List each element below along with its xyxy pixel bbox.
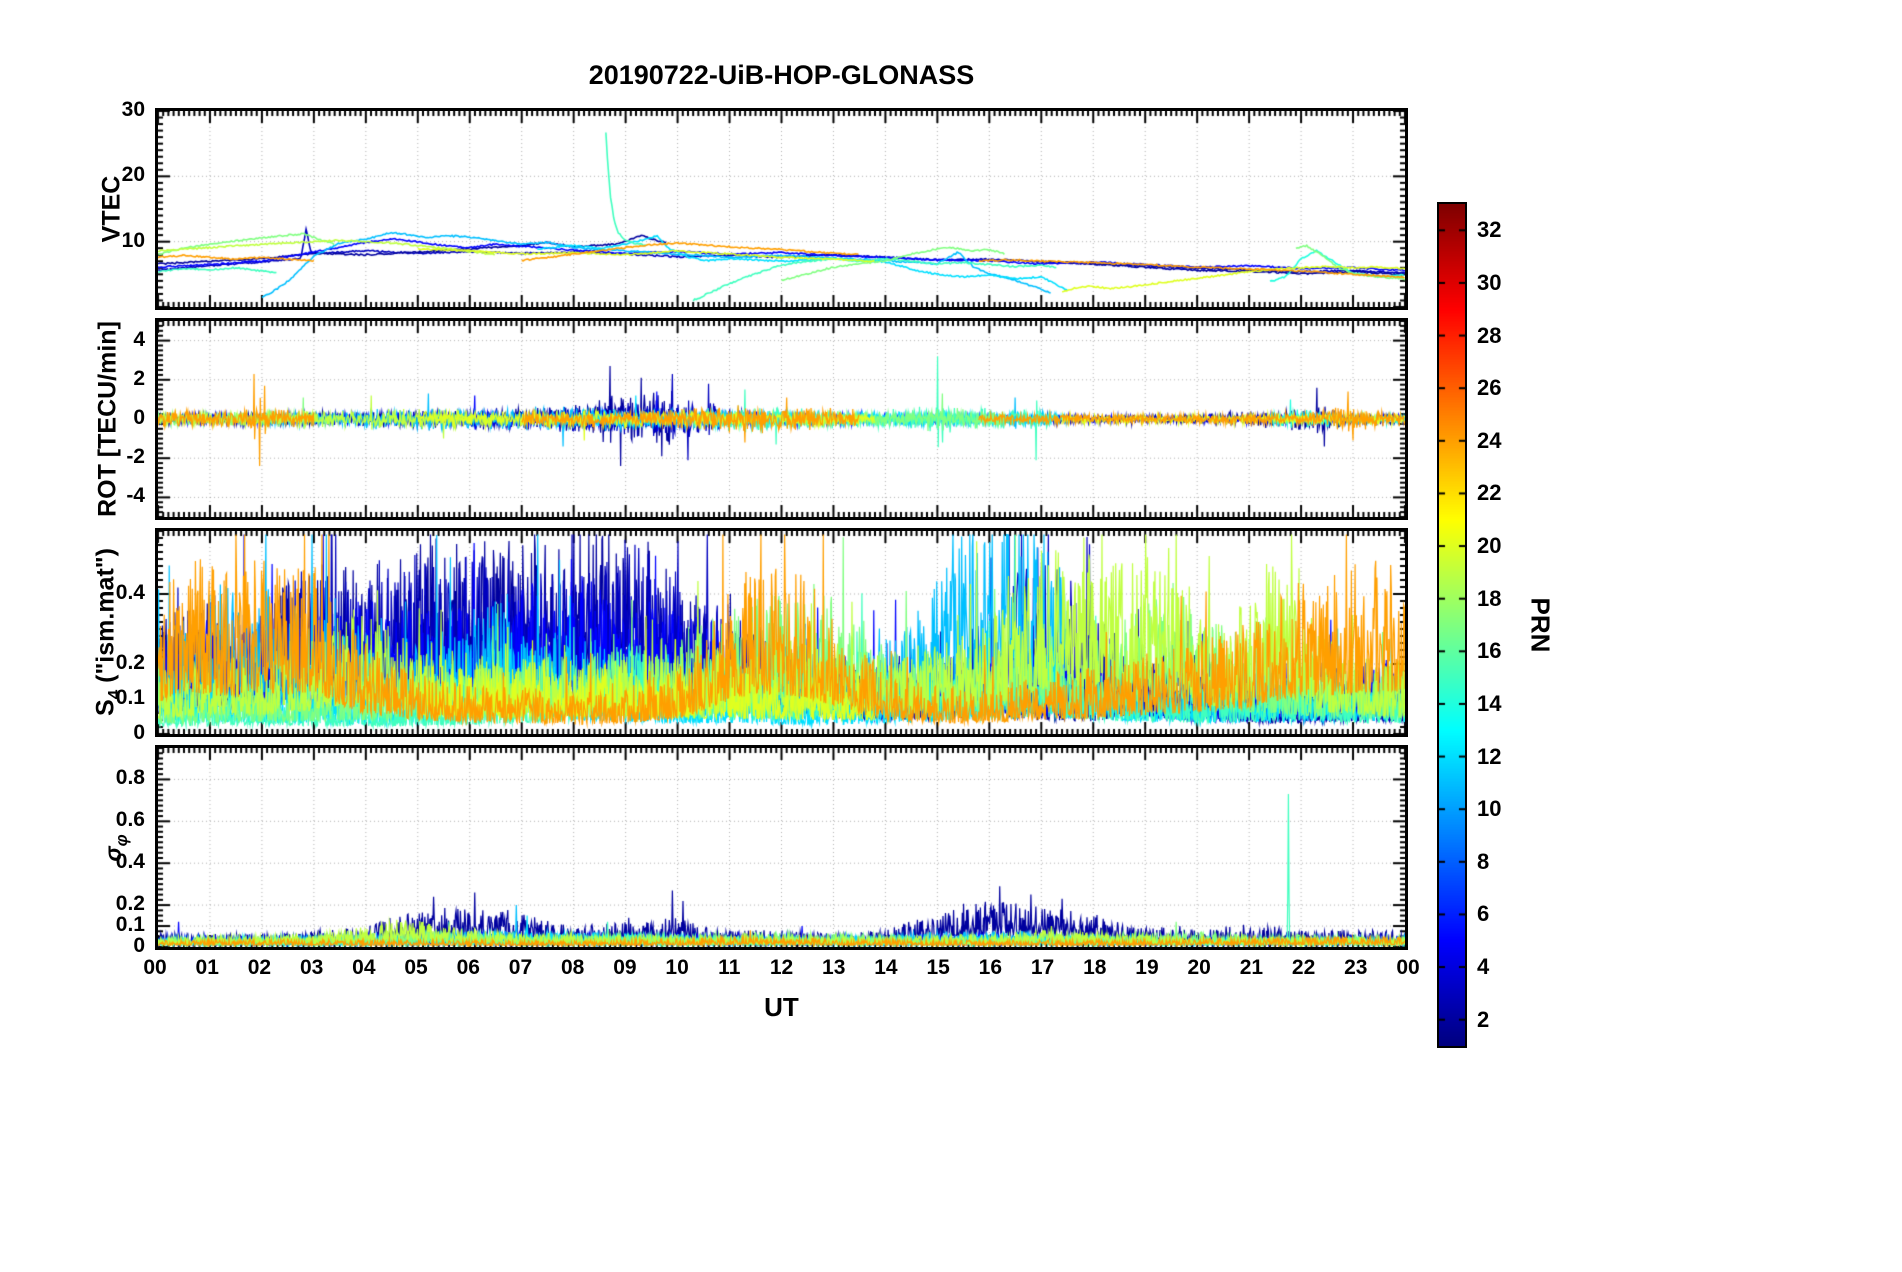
y-tick-label: 4 [133,327,145,351]
x-tick-label: 19 [1135,956,1159,979]
x-tick-label: 00 [143,956,167,979]
colorbar-tick-label: 26 [1477,375,1502,401]
phi-axis-label-sub: φ [111,834,131,847]
x-tick-label: 00 [1396,956,1420,979]
y-tick-label: 10 [121,228,145,252]
colorbar-tick-label: 2 [1477,1006,1490,1032]
x-tick-label: 11 [718,956,741,979]
y-tick-label: 0 [133,721,145,744]
vtec-panel [155,108,1408,310]
y-tick-label: 0.4 [115,850,145,874]
colorbar-tick-label: 8 [1477,848,1490,874]
y-tick-label: 0.2 [115,892,145,916]
colorbar-tick-label: 6 [1477,901,1490,927]
colorbar-tick-label: 14 [1477,690,1502,716]
y-tick-label: 0.1 [115,913,145,937]
y-tick-label: 30 [121,98,145,121]
y-tick-label: -4 [126,484,145,508]
y-tick-label: 0 [133,406,145,429]
x-tick-label: 20 [1187,956,1211,979]
x-tick-label: 03 [299,956,324,979]
vtec-plot-canvas [158,111,1405,307]
rot-panel [155,318,1408,520]
y-tick-label: 0.4 [115,581,145,604]
x-tick-label: 22 [1291,956,1316,979]
s4-plot-canvas [158,531,1405,734]
x-tick-label: 14 [874,956,898,979]
y-tick-label: 0.2 [115,651,145,674]
colorbar [1437,202,1467,1048]
y-tick-label: 20 [121,163,145,187]
x-tick-label: 23 [1344,956,1368,979]
colorbar-tick-label: 20 [1477,533,1502,559]
x-tick-label: 13 [822,956,846,979]
colorbar-tick-label: 32 [1477,217,1502,243]
y-tick-label: 0 [133,934,145,957]
colorbar-tick-label: 24 [1477,427,1502,453]
x-tick-label: 17 [1030,956,1055,979]
colorbar-tick-label: 16 [1477,638,1502,664]
s4-panel [155,528,1408,737]
x-axis-label: UT [764,992,799,1022]
x-tick-label: 15 [926,956,950,979]
y-tick-label: 0.8 [115,766,145,790]
x-tick-label: 02 [247,956,272,979]
chart-title: 20190722-UiB-HOP-GLONASS [588,60,975,90]
sigma-phi-plot-canvas [158,748,1405,947]
x-tick-label: 16 [978,956,1002,979]
x-tick-label: 12 [769,956,794,979]
x-tick-label: 21 [1239,956,1264,979]
colorbar-tick-label: 12 [1477,743,1502,769]
y-tick-label: 2 [133,366,145,390]
x-tick-label: 01 [195,956,219,979]
x-tick-label: 18 [1083,956,1107,979]
y-tick-label: 0.1 [115,686,145,709]
x-tick-label: 09 [613,956,637,979]
y-tick-label: 0.6 [115,808,145,832]
colorbar-tick-label: 28 [1477,322,1502,348]
x-tick-label: 07 [508,956,533,979]
x-tick-label: 08 [560,956,585,979]
colorbar-tick-label: 18 [1477,585,1502,611]
colorbar-tick-label: 22 [1477,480,1502,506]
x-tick-label: 04 [352,956,376,979]
x-tick-label: 10 [665,956,689,979]
rot-plot-canvas [158,321,1405,517]
sigma-phi-panel [155,745,1408,950]
x-tick-label: 05 [404,956,428,979]
y-tick-label: -2 [126,445,145,469]
colorbar-canvas [1439,204,1465,1046]
x-tick-label: 06 [456,956,480,979]
colorbar-tick-label: 4 [1477,954,1490,980]
colorbar-tick-label: 10 [1477,796,1502,822]
colorbar-tick-label: 30 [1477,269,1502,295]
